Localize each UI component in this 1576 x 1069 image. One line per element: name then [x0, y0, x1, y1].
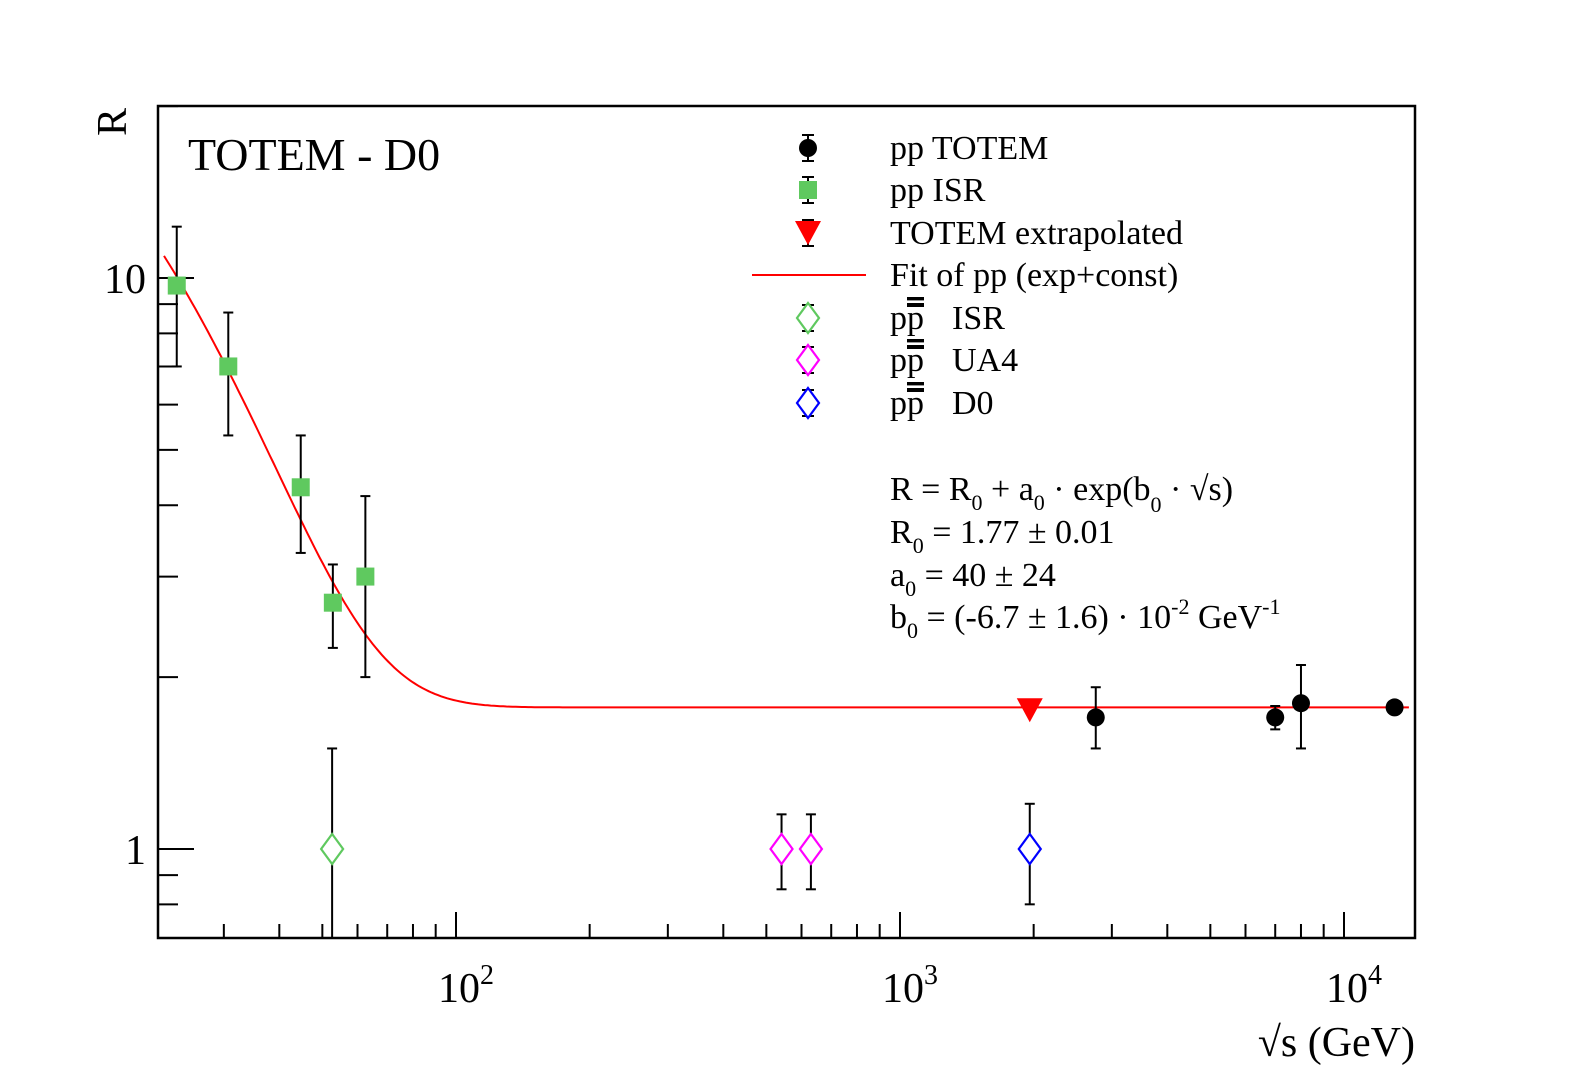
data-point	[1291, 694, 1310, 713]
axis-ticks: 102 103 104 1 10	[104, 105, 1382, 1012]
data-point	[1016, 698, 1043, 723]
x-tick-label: 104	[1326, 960, 1382, 1012]
legend-label: pp ISR	[890, 300, 1005, 337]
x-tick-label: 102	[438, 960, 494, 1012]
data-point	[356, 567, 375, 586]
data-point	[1266, 708, 1285, 727]
data-point	[323, 593, 342, 612]
legend-label: pp ISR	[890, 172, 986, 209]
data-point	[219, 357, 238, 376]
data-point	[1017, 832, 1043, 866]
legend-marker	[795, 221, 821, 245]
fit-curve-group	[163, 255, 1409, 709]
legend-marker	[795, 386, 821, 420]
legend-marker	[795, 301, 821, 335]
fit-formula: R = R0 + a0 · exp(b0 · √s)	[890, 471, 1233, 517]
plot-frame	[156, 104, 1417, 940]
fit-curve	[163, 255, 1409, 709]
legend-marker	[799, 139, 817, 157]
legend-label: TOTEM extrapolated	[890, 215, 1183, 252]
antiparticle-bar	[907, 303, 924, 307]
antiparticle-bar	[907, 388, 924, 392]
legend-label: pp D0	[890, 385, 994, 422]
chart-title: TOTEM - D0	[188, 129, 440, 180]
x-axis-label: √s (GeV)	[1258, 1020, 1415, 1066]
x-tick-label: 103	[882, 960, 938, 1012]
legend-label: pp UA4	[890, 342, 1018, 379]
data-point	[167, 276, 186, 295]
data-point	[769, 832, 794, 866]
legend-label: Fit of pp (exp+const)	[890, 257, 1178, 294]
fit-b0: b0 = (-6.7 ± 1.6) · 10-2 GeV-1	[890, 594, 1280, 643]
legend-marker	[795, 343, 821, 377]
y-axis-label: R	[90, 108, 136, 136]
fit-r0: R0 = 1.77 ± 0.01	[890, 514, 1115, 558]
data-point	[1385, 698, 1404, 717]
fit-a0: a0 = 40 ± 24	[890, 557, 1056, 601]
legend-label: pp TOTEM	[890, 130, 1048, 167]
data-point	[291, 478, 310, 497]
data-point	[798, 832, 824, 866]
antiparticle-bar	[907, 345, 924, 349]
legend: pp TOTEM pp ISR TOTEM extrapolated Fit of p…	[752, 130, 1183, 422]
legend-marker	[799, 181, 817, 199]
y-tick-label: 1	[125, 828, 146, 874]
data-point	[319, 832, 345, 866]
fit-annotation: R = R0 + a0 · exp(b0 · √s) R0 = 1.77 ± 0…	[890, 471, 1280, 643]
y-tick-label: 10	[104, 257, 146, 303]
data-point	[1086, 708, 1105, 727]
chart-texts: TOTEM - D0 R √s (GeV) R = R0 + a0 · exp(…	[90, 108, 1415, 1066]
data-points-group	[167, 225, 1404, 938]
